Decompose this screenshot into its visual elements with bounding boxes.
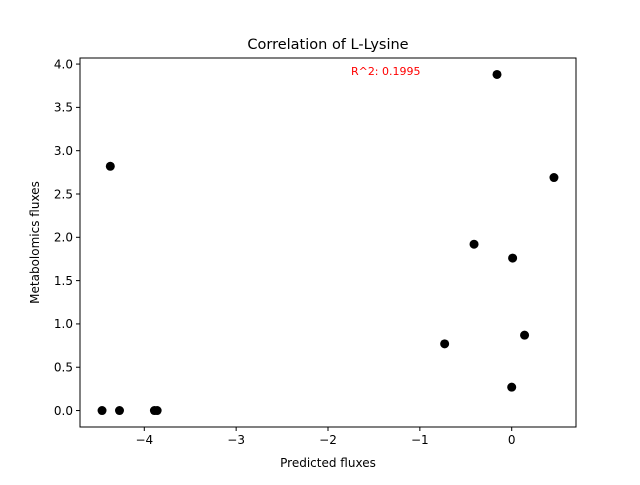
data-point [97,406,107,416]
data-point [549,173,559,183]
data-point [105,161,115,171]
data-point [520,330,530,340]
y-tick-label: 1.0 [54,317,73,331]
y-tick-label: 2.0 [54,231,73,245]
plot-area [79,57,577,428]
data-point [440,339,450,349]
x-tick-label: −2 [319,433,337,447]
x-axis: −4 −3 −2 −1 0 [135,427,516,447]
y-tick-label: 4.0 [54,57,73,71]
x-tick-label: −1 [411,433,429,447]
y-axis-label: Metabolomics fluxes [28,181,42,304]
data-point [507,382,517,392]
y-tick-label: 3.0 [54,144,73,158]
x-tick-label: −3 [227,433,245,447]
x-tick-label: −4 [135,433,153,447]
y-tick-label: 0.0 [54,404,73,418]
x-axis-label: Predicted fluxes [280,456,376,470]
y-tick-label: 3.5 [54,101,73,115]
data-point [469,239,479,249]
y-axis: 0.0 0.5 1.0 1.5 2.0 2.5 3.0 3.5 4.0 [54,57,80,418]
y-tick-label: 0.5 [54,361,73,375]
chart-title: Correlation of L-Lysine [247,37,408,53]
y-tick-label: 1.5 [54,274,73,288]
data-points [97,69,559,416]
data-point [508,253,518,263]
r-squared-annotation: R^2: 0.1995 [351,65,421,78]
y-tick-label: 2.5 [54,187,73,201]
data-point [492,69,502,79]
data-point [114,406,124,416]
data-point [152,406,162,416]
x-tick-label: 0 [508,433,516,447]
